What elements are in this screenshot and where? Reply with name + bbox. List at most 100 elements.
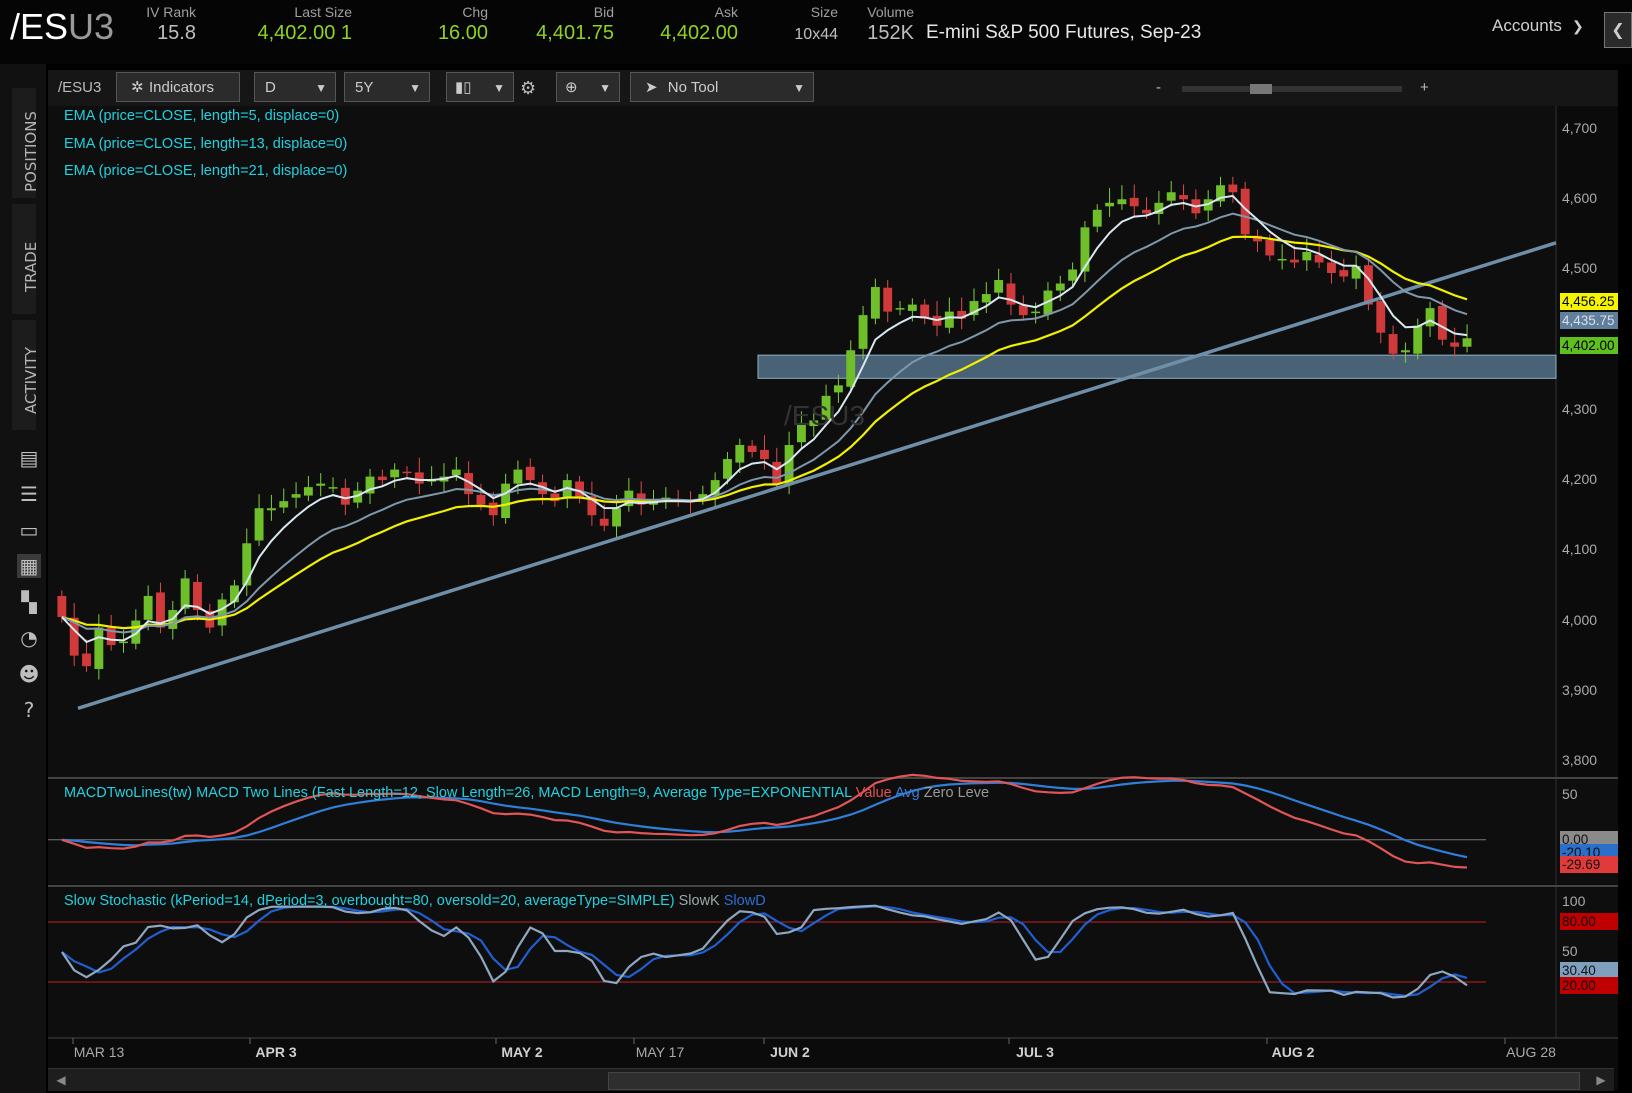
candle-body [957, 310, 967, 319]
candle-body [1105, 202, 1115, 207]
quote-label: Bid [593, 4, 614, 20]
community-icon[interactable]: ☻ [18, 662, 40, 686]
zoom-out-button[interactable]: - [1156, 79, 1161, 96]
candle-body [1006, 283, 1016, 305]
candle-body [1240, 188, 1250, 235]
time-axis-label: MAR 13 [73, 1044, 125, 1060]
candle-body [328, 487, 338, 489]
collapse-panel-button[interactable]: ❮ [1604, 12, 1632, 48]
quote-iv-rank: IV Rank 15.8 [146, 4, 196, 45]
candle-body [1351, 265, 1361, 279]
candle-body [599, 518, 609, 526]
price-axis-label: 4,600 [1562, 190, 1598, 207]
chevron-down-icon: ▼ [409, 81, 421, 95]
candle-body [1437, 305, 1447, 340]
cursor-icon: ➤ [645, 79, 658, 96]
candle-body [1363, 265, 1373, 305]
price-axis-label: 4,700 [1562, 120, 1598, 137]
candlestick-icon: ▮▯ [455, 79, 472, 96]
ema13-price-tag: 4,435.75 [1560, 311, 1618, 329]
symbol-label[interactable]: /ESU3 [10, 6, 115, 47]
time-axis-label: MAY 2 [501, 1044, 543, 1060]
candle-body [858, 315, 868, 349]
zoom-slider-thumb[interactable] [1250, 84, 1272, 94]
candle-body [180, 578, 190, 609]
candle-body [106, 627, 116, 646]
candle-body [340, 487, 350, 505]
grid-icon[interactable]: ▚ [21, 590, 37, 614]
candle-body [944, 311, 954, 328]
quote-last-size: Last Size 4,402.00 1 [257, 4, 352, 45]
interval-select[interactable]: D ▼ [254, 72, 336, 102]
quote-label: Ask [714, 4, 738, 20]
scrollbar-thumb[interactable] [608, 1072, 1580, 1090]
chevron-down-icon: ❯ [1571, 18, 1584, 34]
chart-icon[interactable]: ▦ [17, 554, 41, 578]
candle-body [1068, 269, 1078, 281]
candle-body [291, 494, 301, 498]
scroll-right-icon[interactable]: ▶ [1596, 1073, 1606, 1087]
candle-body [981, 294, 991, 303]
stoch-legend: Slow Stochastic (kPeriod=14, dPeriod=3, … [64, 893, 766, 909]
candle-body [784, 445, 794, 484]
macd-legend: MACDTwoLines(tw) MACD Two Lines (Fast Le… [64, 785, 990, 801]
candle-body [735, 445, 745, 463]
range-select[interactable]: 5Y ▼ [344, 72, 430, 102]
candle-body [1031, 311, 1041, 314]
candle-body [513, 469, 523, 484]
indicators-button[interactable]: ✲ Indicators [116, 72, 240, 102]
list-icon[interactable]: ☰ [20, 482, 38, 506]
candle-body [525, 466, 535, 481]
tab-positions[interactable] [12, 88, 36, 198]
candle-body [266, 508, 276, 511]
watermark: /ESU3 [784, 400, 865, 431]
notes-icon[interactable]: ▤ [19, 446, 39, 470]
candle-body [846, 350, 856, 387]
quote-label: Volume [867, 4, 914, 20]
time-axis-label: APR 3 [255, 1044, 297, 1060]
drawing-tool-select[interactable]: ➤ No Tool ▼ [630, 72, 814, 102]
horizontal-scrollbar[interactable]: ◀ ▶ [48, 1068, 1614, 1091]
settings-icon[interactable]: ⚙ [520, 78, 537, 98]
tab-activity[interactable] [12, 320, 36, 430]
candle-body [1117, 199, 1127, 205]
tv-icon[interactable]: ▭ [19, 518, 39, 542]
time-axis-label: MAY 17 [635, 1044, 685, 1060]
speedometer-icon[interactable]: ◔ [20, 626, 38, 650]
stoch-k-tag: 30.40 [1560, 961, 1618, 979]
chart-style-select[interactable]: ▮▯ ▼ [446, 72, 514, 102]
zoom-in-button[interactable]: + [1420, 79, 1429, 96]
candle-body [1142, 209, 1152, 214]
quote-value: 4,402.00 [660, 22, 738, 44]
stoch-slowk-line [60, 904, 1468, 999]
help-icon[interactable]: ? [23, 698, 35, 722]
candle-body [1129, 197, 1139, 207]
quote-value: 16.00 [437, 22, 488, 44]
candle-body [821, 395, 831, 420]
candle-body [1462, 338, 1472, 347]
candle-body [1154, 202, 1164, 215]
quote-label: Size [810, 4, 838, 20]
candle-body [193, 581, 202, 611]
accounts-menu[interactable]: Accounts ❯ [1492, 16, 1584, 35]
quote-volume: Volume 152K [867, 4, 914, 45]
drawing-style-select[interactable]: ⊕ ▼ [556, 72, 620, 102]
zoom-slider-track[interactable] [1182, 86, 1402, 92]
candle-body [94, 627, 104, 669]
quote-value: 10x44 [794, 26, 838, 43]
left-sidebar: POSITIONS TRADE ACTIVITY ▤ ☰ ▭ ▦ ▚ ◔ ☻ ? [0, 64, 46, 1093]
toolbar-symbol[interactable]: /ESU3 [58, 79, 102, 96]
candle-body [303, 487, 313, 496]
gear-icon: ✲ [131, 79, 144, 96]
stoch-axis-label: 100 [1562, 893, 1586, 909]
candle-body [1277, 258, 1287, 261]
scroll-left-icon[interactable]: ◀ [56, 1073, 66, 1087]
candle-body [1376, 301, 1386, 333]
candle-body [464, 473, 474, 495]
time-axis-label: JUN 2 [770, 1044, 810, 1060]
quote-bid: Bid 4,401.75 [536, 4, 614, 45]
candle-body [833, 385, 843, 393]
price-axis-label: 4,200 [1562, 471, 1598, 488]
tab-trade[interactable] [12, 204, 36, 314]
